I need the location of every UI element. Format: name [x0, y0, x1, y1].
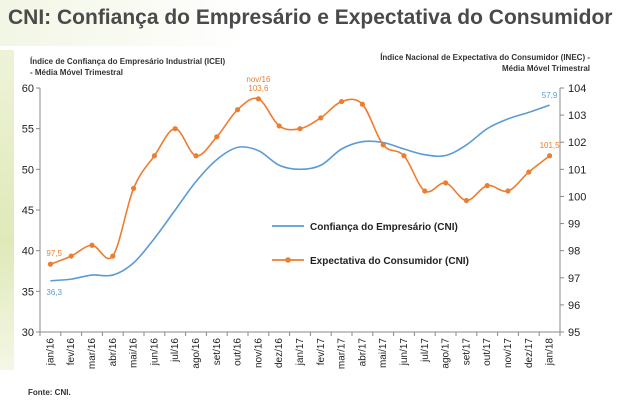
y-left-tick-label: 30	[22, 327, 34, 339]
y-right-tick-label: 100	[568, 191, 586, 203]
legend-label: Confiança do Empresário (CNI)	[310, 222, 458, 233]
data-point-inec	[214, 134, 220, 140]
data-point-inec	[463, 197, 469, 204]
y-left-tick-label: 40	[22, 246, 34, 258]
x-tick-label: jun/16	[149, 338, 160, 367]
data-point-inec	[422, 188, 428, 194]
x-tick-label: nov/17	[503, 338, 514, 368]
x-tick-label: out/16	[233, 338, 244, 366]
data-point-inec	[172, 126, 178, 132]
data-point-inec	[110, 253, 116, 259]
y-left-tick-label: 45	[22, 205, 34, 217]
data-label: 101,5	[540, 141, 561, 150]
data-point-inec	[297, 126, 303, 132]
decorative-header-band	[0, 0, 620, 46]
x-tick-label: jan/18	[545, 338, 556, 367]
x-tick-label: ago/16	[191, 338, 202, 369]
y-right-tick-label: 103	[568, 110, 586, 122]
data-label: 103,6	[248, 84, 269, 93]
y-right-tick-label: 98	[568, 246, 580, 258]
data-point-inec	[401, 153, 407, 159]
y-left-tick-label: 60	[22, 83, 34, 95]
legend-label: Expectativa do Consumidor (CNI)	[310, 256, 469, 267]
data-point-inec	[526, 169, 532, 175]
y-right-tick-label: 96	[568, 300, 580, 312]
series-line-inec	[50, 97, 551, 265]
y-right-tick-label: 102	[568, 137, 586, 149]
data-point-inec	[131, 185, 137, 191]
x-tick-label: set/17	[461, 338, 472, 366]
left-axis-subtitle: Índice de Confiança do Empresário Indust…	[30, 57, 226, 77]
x-tick-label: abr/17	[357, 338, 368, 367]
y-left-tick-label: 55	[22, 124, 34, 136]
x-tick-label: jul/16	[170, 338, 181, 363]
data-point-inec	[68, 253, 74, 259]
data-point-inec	[359, 101, 365, 107]
data-label: 97,5	[46, 249, 62, 258]
x-tick-label: abr/16	[108, 338, 119, 367]
y-right-tick-label: 95	[568, 327, 580, 339]
y-left-tick-label: 50	[22, 164, 34, 176]
decorative-left-band	[0, 50, 14, 370]
x-tick-label: mar/17	[337, 338, 348, 370]
data-point-inec	[193, 153, 199, 159]
x-tick-label: nov/16	[253, 338, 264, 368]
x-tick-label: jun/17	[399, 338, 410, 367]
data-point-inec	[484, 183, 490, 189]
legend-marker	[285, 257, 291, 263]
x-tick-label: jan/16	[45, 338, 56, 367]
series-line-icei	[50, 104, 550, 282]
y-left-tick-label: 35	[22, 286, 34, 298]
data-point-inec	[235, 107, 241, 113]
data-point-inec	[318, 115, 324, 121]
data-label: 36,3	[46, 288, 62, 297]
data-point-inec	[505, 188, 511, 194]
data-point-inec	[47, 261, 54, 267]
data-point-inec	[380, 142, 386, 148]
data-point-inec	[276, 123, 282, 129]
data-point-inec	[547, 153, 553, 159]
data-label: nov/16	[246, 75, 271, 84]
x-tick-label: fev/16	[66, 338, 77, 366]
x-tick-label: ago/17	[441, 338, 452, 369]
data-label: 57,9	[542, 91, 558, 100]
x-tick-label: jan/17	[295, 338, 306, 367]
x-tick-label: fev/17	[316, 338, 327, 366]
x-tick-label: dez/17	[524, 338, 535, 368]
data-point-inec	[255, 96, 261, 102]
x-tick-label: mar/16	[87, 338, 98, 370]
data-point-inec	[89, 242, 95, 248]
y-right-tick-label: 101	[568, 164, 586, 176]
y-right-tick-label: 97	[568, 273, 580, 285]
x-tick-label: dez/16	[274, 338, 285, 368]
x-tick-label: out/17	[482, 338, 493, 366]
source-note: Fonte: CNI.	[28, 388, 71, 397]
data-point-inec	[339, 98, 345, 105]
data-point-inec	[151, 153, 157, 159]
y-right-tick-label: 104	[568, 83, 586, 95]
x-tick-label: jul/17	[420, 338, 431, 363]
x-tick-label: mai/16	[129, 338, 140, 368]
x-tick-label: set/16	[212, 338, 223, 366]
data-point-inec	[443, 180, 449, 186]
y-right-tick-label: 99	[568, 219, 580, 231]
right-axis-subtitle: Índice Nacional de Expectativa do Consum…	[380, 53, 590, 73]
page-title: CNI: Confiança do Empresário e Expectati…	[8, 6, 613, 29]
x-tick-label: mai/17	[378, 338, 389, 368]
